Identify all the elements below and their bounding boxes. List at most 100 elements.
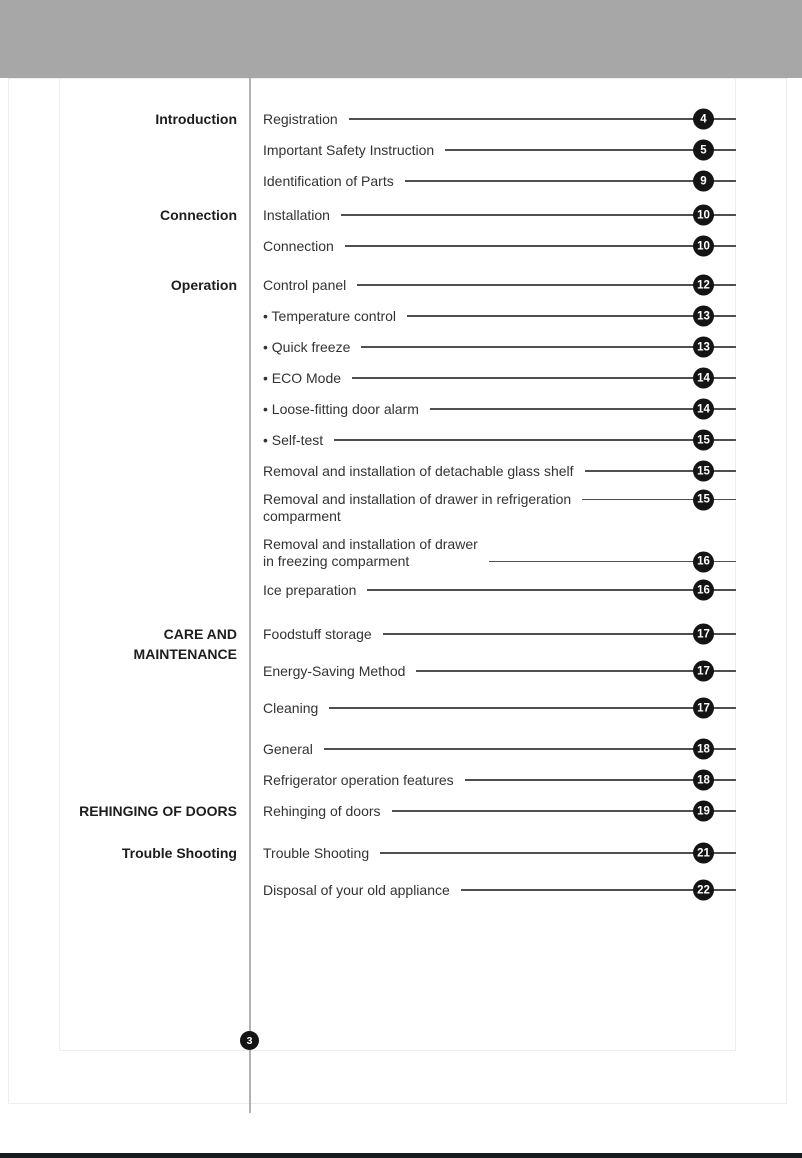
page-number-badge: 13	[693, 336, 714, 358]
toc-entries: Registration 4 Important Safety Instructio…	[250, 108, 737, 201]
leader-line: 15	[574, 460, 737, 482]
page-number-badge: 18	[693, 738, 714, 760]
toc-entries: Foodstuff storage 17 Energy-Saving Method 1…	[250, 623, 737, 734]
page-number-badge: 16	[693, 579, 714, 601]
page-number-badge: 14	[693, 367, 714, 389]
toc-group: REHINGING OF DOORS Rehinging of doors 19	[59, 800, 737, 831]
toc-entry: Removal and installation of detachable g…	[263, 460, 737, 482]
toc-entry-title: Ice preparation	[263, 582, 357, 598]
toc-entry-title: Control panel	[263, 277, 347, 293]
toc-section-label-cell: Operation	[59, 274, 250, 610]
toc-entry-title: Energy-Saving Method	[263, 663, 406, 679]
page-number-badge: 16	[693, 551, 714, 572]
toc-group: CARE AND MAINTENANCE Foodstuff storage 17 E…	[59, 623, 737, 734]
toc: Introduction Registration 4 Important Safet…	[59, 78, 737, 910]
toc-section-label-cell: Connection	[59, 204, 250, 266]
toc-entry: Important Safety Instruction 5	[263, 139, 736, 161]
toc-entry-title: General	[263, 741, 313, 757]
toc-entry-title: • Temperature control	[263, 308, 397, 324]
toc-entries: Control panel 12 • Temperature control 13 • …	[250, 274, 737, 610]
page-number-badge: 22	[693, 879, 714, 901]
page-number-badge: 12	[693, 274, 714, 296]
leader-line: 17	[372, 623, 737, 645]
toc-entry: Removal and installation of drawer in fre…	[263, 536, 737, 572]
toc-entry: Trouble Shooting 21	[263, 842, 736, 864]
toc-entry-title: Cleaning	[263, 700, 319, 716]
toc-entry-title: Foodstuff storage	[263, 626, 372, 642]
toc-entry-title: • Quick freeze	[263, 339, 351, 355]
leader-line: 18	[313, 738, 737, 760]
toc-entry-title: Installation	[263, 207, 330, 223]
leader-line: 10	[334, 235, 737, 257]
leader-line: 13	[350, 336, 736, 358]
toc-entry: Ice preparation 16	[263, 579, 736, 601]
leader-line: 14	[341, 367, 736, 389]
toc-section-label: REHINGING OF DOORS	[79, 803, 237, 819]
toc-entry-title: Removal and installation of drawer in re…	[263, 491, 572, 524]
leader-line: 4	[338, 108, 737, 130]
leader-line: 18	[454, 769, 737, 791]
toc-group: General 18 Refrigerator operation features…	[59, 738, 737, 800]
toc-entry: • ECO Mode 14	[263, 367, 736, 389]
toc-section-label-cell: Introduction	[59, 108, 250, 201]
page-number-badge: 4	[693, 108, 714, 130]
toc-entry: Refrigerator operation features 18	[263, 769, 737, 791]
toc-entry: Cleaning 17	[263, 697, 736, 719]
toc-entries: General 18 Refrigerator operation features…	[250, 738, 737, 800]
leader-line: 16	[478, 551, 737, 572]
footer-page-badge: 3	[240, 1031, 259, 1050]
toc-entry: General 18	[263, 738, 737, 760]
toc-entry-title: Connection	[263, 238, 334, 254]
toc-section-label-cell: CARE AND MAINTENANCE	[59, 623, 250, 734]
toc-entry-title: Disposal of your old appliance	[263, 882, 450, 898]
toc-section-label: Connection	[160, 207, 237, 223]
page-number-badge: 10	[693, 204, 714, 226]
toc-entry: Disposal of your old appliance 22	[263, 879, 737, 901]
toc-entry: Removal and installation of drawer in re…	[263, 489, 736, 525]
toc-entries: Installation 10 Connection 10	[250, 204, 737, 266]
toc-entries: Trouble Shooting 21 Disposal of your old a…	[250, 842, 737, 910]
toc-group: Trouble Shooting Trouble Shooting 21 Dispos…	[59, 842, 737, 910]
leader-line: 15	[571, 489, 736, 510]
page-number-badge: 17	[693, 623, 714, 645]
toc-entry-title: • ECO Mode	[263, 370, 342, 386]
leader-line: 19	[381, 800, 737, 822]
toc-entry-title: Important Safety Instruction	[263, 142, 435, 158]
leader-line: 12	[346, 274, 736, 296]
toc-entry: Registration 4	[263, 108, 737, 130]
toc-entry-title: Trouble Shooting	[263, 845, 370, 861]
toc-section-label: Trouble Shooting	[121, 845, 237, 861]
page-number-badge: 9	[693, 170, 714, 192]
page-number-badge: 18	[693, 769, 714, 791]
page-number-badge: 21	[693, 842, 714, 864]
toc-group: Connection Installation 10 Connection 10	[59, 204, 737, 266]
column-divider	[249, 78, 251, 1113]
leader-line: 5	[434, 139, 736, 161]
toc-entry: Control panel 12	[263, 274, 736, 296]
leader-line: 17	[318, 697, 736, 719]
page-number-badge: 17	[693, 660, 714, 682]
toc-entry-title: • Loose-fitting door alarm	[263, 401, 419, 417]
toc-entry: • Self-test 15	[263, 429, 736, 451]
leader-line: 17	[405, 660, 736, 682]
leader-line: 21	[369, 842, 736, 864]
bottom-rule	[0, 1153, 802, 1158]
leader-line: 22	[450, 879, 737, 901]
toc-entry: Connection 10	[263, 235, 737, 257]
toc-entry-title: Registration	[263, 111, 338, 127]
toc-group: Operation Control panel 12 • Temperature co…	[59, 274, 737, 610]
toc-entry: Rehinging of doors 19	[263, 800, 737, 822]
toc-entry-title: Removal and installation of detachable g…	[263, 463, 574, 479]
toc-entry: • Loose-fitting door alarm 14	[263, 398, 737, 420]
page-number-badge: 5	[693, 139, 714, 161]
toc-entry: Installation 10	[263, 204, 737, 226]
toc-entry-title: Refrigerator operation features	[263, 772, 454, 788]
toc-section-label	[59, 738, 237, 739]
toc-entry: • Quick freeze 13	[263, 336, 736, 358]
toc-entry-title: • Self-test	[263, 432, 324, 448]
toc-entry-title: Removal and installation of drawer in fre…	[263, 536, 478, 569]
toc-entry-title: Identification of Parts	[263, 173, 394, 189]
leader-line: 16	[356, 579, 736, 601]
page-number-badge: 17	[693, 697, 714, 719]
